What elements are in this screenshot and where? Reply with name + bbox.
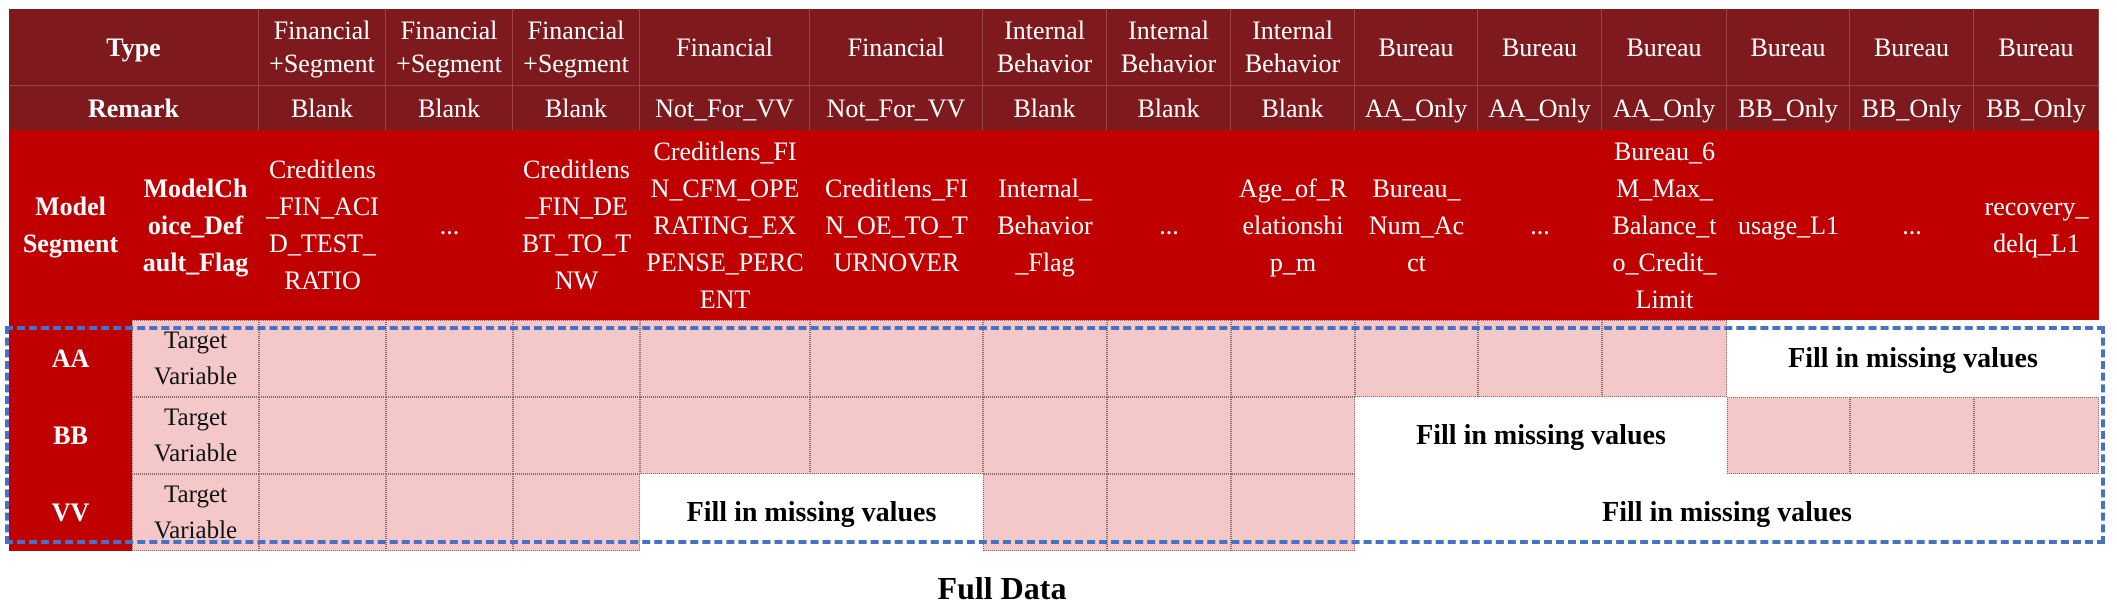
column-type-5: Financial xyxy=(810,9,983,85)
column-variable-9: Bureau_ Num_Ac ct xyxy=(1355,130,1478,320)
data-cell xyxy=(513,320,640,397)
missing-values-label-aa: Fill in missing values xyxy=(1727,320,2099,397)
data-cell xyxy=(259,474,386,551)
column-variable-3: Creditlens _FIN_DE BT_TO_T NW xyxy=(513,130,640,320)
column-variable-6: Internal_ Behavior _Flag xyxy=(983,130,1107,320)
data-cell xyxy=(810,320,983,397)
column-type-13: Bureau xyxy=(1850,9,1974,85)
segment-label-vv: VV xyxy=(9,474,132,551)
remark-row-label: Remark xyxy=(9,85,259,130)
segment-label-bb: BB xyxy=(9,397,132,474)
column-type-4: Financial xyxy=(640,9,810,85)
data-cell xyxy=(810,397,983,474)
column-type-9: Bureau xyxy=(1355,9,1478,85)
column-remark-8: Blank xyxy=(1231,85,1355,130)
data-cell xyxy=(640,397,810,474)
column-variable-14: recovery_ delq_L1 xyxy=(1974,130,2099,320)
type-row-label: Type xyxy=(9,9,259,85)
model-segment-header: Model Segment xyxy=(9,130,132,320)
data-cell xyxy=(259,397,386,474)
data-cell xyxy=(983,474,1107,551)
target-variable-cell: Target Variable xyxy=(132,474,259,551)
column-remark-6: Blank xyxy=(983,85,1107,130)
data-cell xyxy=(513,397,640,474)
data-cell xyxy=(386,320,513,397)
data-cell xyxy=(1727,397,1850,474)
target-variable-cell: Target Variable xyxy=(132,320,259,397)
data-cell xyxy=(386,397,513,474)
column-type-10: Bureau xyxy=(1478,9,1602,85)
column-type-11: Bureau xyxy=(1602,9,1727,85)
column-variable-8: Age_of_R elationshi p_m xyxy=(1231,130,1355,320)
data-cell xyxy=(1231,474,1355,551)
missing-values-label-vv-bureau: Fill in missing values xyxy=(1355,474,2099,551)
column-variable-4: Creditlens_FI N_CFM_OPE RATING_EX PENSE_… xyxy=(640,130,810,320)
column-remark-14: BB_Only xyxy=(1974,85,2099,130)
column-remark-5: Not_For_VV xyxy=(810,85,983,130)
data-cell xyxy=(1602,320,1727,397)
data-cell xyxy=(1850,397,1974,474)
data-cell xyxy=(259,320,386,397)
column-remark-4: Not_For_VV xyxy=(640,85,810,130)
column-type-3: Financial +Segment xyxy=(513,9,640,85)
data-cell xyxy=(1355,320,1478,397)
default-flag-header: ModelCh oice_Def ault_Flag xyxy=(132,130,259,320)
data-cell xyxy=(1107,474,1231,551)
data-cell xyxy=(513,474,640,551)
data-cell xyxy=(983,397,1107,474)
column-remark-3: Blank xyxy=(513,85,640,130)
column-remark-7: Blank xyxy=(1107,85,1231,130)
missing-values-label-vv-financial: Fill in missing values xyxy=(640,474,983,551)
target-variable-cell: Target Variable xyxy=(132,397,259,474)
column-variable-13: ... xyxy=(1850,130,1974,320)
segment-label-aa: AA xyxy=(9,320,132,397)
column-variable-12: usage_L1 xyxy=(1727,130,1850,320)
column-type-6: Internal Behavior xyxy=(983,9,1107,85)
column-variable-1: Creditlens _FIN_ACI D_TEST_ RATIO xyxy=(259,130,386,320)
column-variable-7: ... xyxy=(1107,130,1231,320)
column-variable-11: Bureau_6 M_Max_ Balance_t o_Credit_ Limi… xyxy=(1602,130,1727,320)
column-remark-10: AA_Only xyxy=(1478,85,1602,130)
data-cell xyxy=(1231,320,1355,397)
column-remark-13: BB_Only xyxy=(1850,85,1974,130)
data-cell xyxy=(1974,397,2099,474)
column-variable-10: ... xyxy=(1478,130,1602,320)
data-cell xyxy=(386,474,513,551)
data-cell xyxy=(640,320,810,397)
column-remark-1: Blank xyxy=(259,85,386,130)
column-type-12: Bureau xyxy=(1727,9,1850,85)
data-cell xyxy=(1478,320,1602,397)
column-remark-9: AA_Only xyxy=(1355,85,1478,130)
column-type-14: Bureau xyxy=(1974,9,2099,85)
column-remark-11: AA_Only xyxy=(1602,85,1727,130)
column-variable-5: Creditlens_FI N_OE_TO_T URNOVER xyxy=(810,130,983,320)
column-remark-12: BB_Only xyxy=(1727,85,1850,130)
full-data-caption: Full Data xyxy=(937,570,1067,606)
data-cell xyxy=(983,320,1107,397)
missing-values-label-bb: Fill in missing values xyxy=(1355,397,1727,474)
column-type-8: Internal Behavior xyxy=(1231,9,1355,85)
column-type-1: Financial +Segment xyxy=(259,9,386,85)
data-cell xyxy=(1231,397,1355,474)
column-type-7: Internal Behavior xyxy=(1107,9,1231,85)
data-cell xyxy=(1107,397,1231,474)
column-variable-2: ... xyxy=(386,130,513,320)
data-cell xyxy=(1107,320,1231,397)
column-remark-2: Blank xyxy=(386,85,513,130)
column-type-2: Financial +Segment xyxy=(386,9,513,85)
